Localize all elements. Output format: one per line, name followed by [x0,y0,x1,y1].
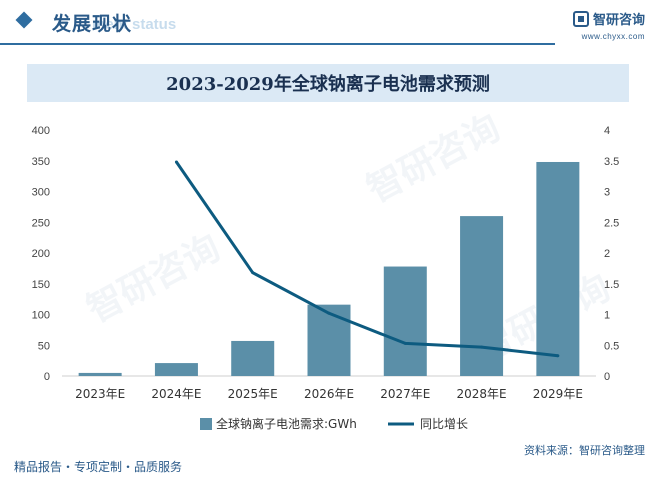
header-ghost-text: ment status [92,16,177,33]
x-tick-label: 2023年E [75,387,125,401]
line-point [556,354,560,358]
bar [536,161,580,376]
bar [460,216,504,376]
y-left-tick-label: 50 [38,340,50,352]
header-divider [0,43,555,45]
brand-url: www.chyxx.com [581,32,645,41]
bar [154,363,198,376]
x-tick-label: 2024年E [151,387,201,401]
footer-tagline: 精品报告・专项定制・品质服务 [14,460,183,474]
y-right-tick-label: 1 [604,310,610,322]
bar [383,266,427,376]
brand-logo-icon [572,10,589,27]
y-right-tick-label: 0.5 [604,340,619,352]
y-right-tick-label: 2.5 [604,217,619,229]
x-tick-label: 2027年E [380,387,430,401]
growth-line [175,161,559,358]
header: ment status 发展现状 智研咨询 www.chyxx.com [0,0,659,45]
line-point [327,311,331,315]
y-left-tick-label: 300 [32,187,50,199]
x-tick-label: 2025年E [228,387,278,401]
line-point [403,341,407,345]
x-tick-label: 2026年E [304,387,354,401]
y-right-tick-label: 0 [604,371,610,383]
legend-bar-label: 全球钠离子电池需求:GWh [216,416,357,431]
legend-line-label: 同比增长 [420,417,468,431]
y-left-tick-label: 350 [32,156,50,168]
chart-title: 2023-2029年全球钠离子电池需求预测 [166,74,490,95]
y-left-tick-label: 400 [32,125,50,137]
bar [78,372,122,376]
line-point [251,271,255,275]
brand-name: 智研咨询 [592,13,645,28]
y-left-tick-label: 100 [32,310,50,322]
brand: 智研咨询 [572,9,645,28]
source-note: 资料来源：智研咨询整理 [524,444,645,457]
x-tick-label: 2028年E [457,387,507,401]
line-point [174,160,178,164]
y-right-tick-label: 3 [604,187,610,199]
y-right-tick-label: 3.5 [604,156,619,168]
y-left-tick-label: 200 [32,248,50,260]
chart-title-bar: 2023-2029年全球钠离子电池需求预测 [27,64,629,102]
y-right-tick-label: 2 [604,248,610,260]
y-right-tick-label: 4 [604,125,610,137]
page-title: 发展现状 [52,13,133,35]
line-point [480,345,484,349]
bar [231,340,275,376]
y-left-tick-label: 150 [32,279,50,291]
legend-bar-swatch [200,418,212,430]
bar [307,304,351,376]
y-left-tick-label: 250 [32,217,50,229]
x-tick-label: 2029年E [533,387,583,401]
y-right-tick-label: 1.5 [604,279,619,291]
y-left-tick-label: 0 [44,371,50,383]
